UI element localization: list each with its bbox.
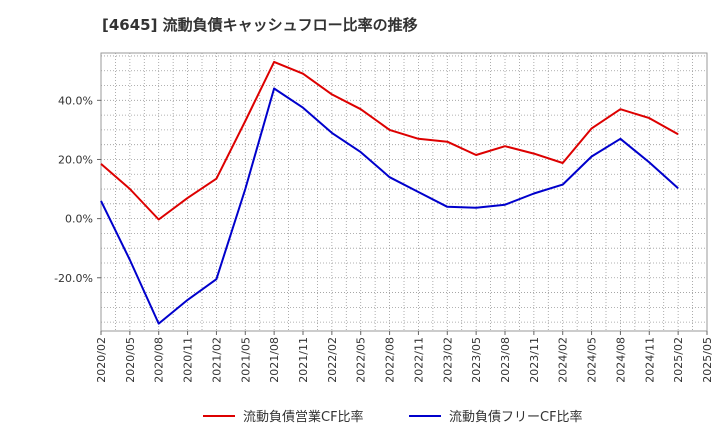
x-tick-label: 2023/08 xyxy=(499,337,512,383)
x-tick-label: 2023/05 xyxy=(470,337,483,383)
legend: 流動負債営業CF比率 流動負債フリーCF比率 xyxy=(203,409,583,425)
x-axis-ticks: 2020/02 2020/05 2020/08 2020/11 2021/02 2021/… xyxy=(95,331,714,383)
grid-lines xyxy=(101,53,707,331)
x-tick-label: 2024/02 xyxy=(557,337,570,383)
x-tick-label: 2020/05 xyxy=(124,337,137,383)
x-tick-label: 2020/08 xyxy=(153,337,166,383)
y-tick-label: 0.0% xyxy=(65,213,93,226)
y-tick-label: 20.0% xyxy=(58,153,93,166)
chart-title: [4645] 流動負債キャッシュフロー比率の推移 xyxy=(102,16,418,34)
series-lines xyxy=(100,60,679,325)
x-tick-label: 2021/11 xyxy=(297,337,310,383)
x-tick-label: 2020/02 xyxy=(95,337,108,383)
x-tick-label: 2021/08 xyxy=(268,337,281,383)
x-tick-label: 2024/11 xyxy=(643,337,656,383)
legend-label: 流動負債フリーCF比率 xyxy=(449,409,583,425)
x-tick-label: 2025/05 xyxy=(701,337,714,383)
x-tick-label: 2022/02 xyxy=(326,337,339,383)
series-line xyxy=(100,60,679,221)
y-axis-ticks: -20.0% 0.0% 20.0% 40.0% xyxy=(54,94,101,285)
x-tick-label: 2024/05 xyxy=(586,337,599,383)
x-tick-label: 2024/08 xyxy=(614,337,627,383)
x-tick-label: 2025/02 xyxy=(672,337,685,383)
x-tick-label: 2020/11 xyxy=(182,337,195,383)
x-tick-label: 2021/02 xyxy=(210,337,223,383)
y-tick-label: 40.0% xyxy=(58,94,93,107)
x-tick-label: 2022/05 xyxy=(355,337,368,383)
x-tick-label: 2021/05 xyxy=(239,337,252,383)
x-tick-label: 2023/11 xyxy=(528,337,541,383)
x-tick-label: 2023/02 xyxy=(441,337,454,383)
x-tick-label: 2022/08 xyxy=(384,337,397,383)
x-tick-label: 2022/11 xyxy=(412,337,425,383)
legend-label: 流動負債営業CF比率 xyxy=(243,409,364,425)
series-line xyxy=(100,87,679,325)
y-tick-label: -20.0% xyxy=(54,272,93,285)
